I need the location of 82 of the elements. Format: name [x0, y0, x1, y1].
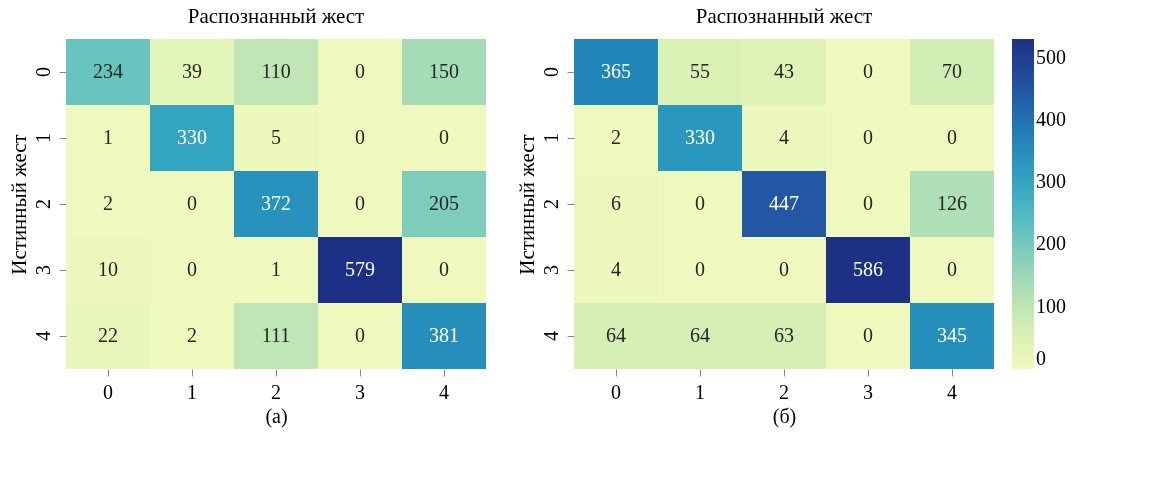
x-tick-label: 0: [103, 380, 113, 403]
y-tick-label: 2: [539, 199, 562, 209]
x-tick-label: 3: [355, 380, 365, 403]
data-label: 111: [261, 324, 291, 346]
y-tick-label: 1: [539, 133, 562, 143]
data-label: 0: [863, 126, 873, 148]
y-tick-label: 4: [539, 331, 562, 341]
data-label: 110: [261, 60, 291, 82]
data-label: 64: [690, 324, 710, 346]
x-tick-label: 2: [271, 380, 281, 403]
x-tick-label: 1: [695, 380, 705, 403]
x-tick-label: 0: [611, 380, 621, 403]
data-label: 0: [695, 258, 705, 280]
data-label: 4: [611, 258, 621, 280]
text: (б): [772, 404, 797, 428]
color-bar-label: 500: [1036, 45, 1066, 68]
data-label: 0: [187, 192, 197, 214]
data-label: 0: [863, 324, 873, 346]
data-label: 372: [261, 192, 291, 214]
data-label: 150: [429, 60, 459, 82]
data-label: 365: [601, 60, 631, 82]
data-label: 70: [942, 60, 962, 82]
y-tick-label: 3: [31, 265, 54, 275]
data-label: 4: [779, 126, 789, 148]
data-label: 586: [853, 258, 883, 280]
data-label: 2: [611, 126, 621, 148]
x-tick-label: 2: [779, 380, 789, 403]
data-label: 43: [774, 60, 794, 82]
data-label: 1: [103, 126, 113, 148]
text: (а): [265, 404, 288, 428]
data-label: 0: [779, 258, 789, 280]
color-bar-label: 400: [1036, 107, 1066, 130]
data-label: 63: [774, 324, 794, 346]
color-bar-label: 300: [1036, 170, 1066, 193]
y-axis-title: Истинный жест: [514, 134, 539, 275]
x-axis-title: Распознанный жест: [695, 4, 873, 28]
color-bar-label: 100: [1036, 294, 1066, 317]
data-label: 0: [439, 126, 449, 148]
data-label: 6: [611, 192, 621, 214]
data-label: 0: [439, 258, 449, 280]
x-tick-label: 4: [439, 380, 449, 403]
data-label: 10: [98, 258, 118, 280]
data-label: 64: [606, 324, 626, 346]
data-label: 39: [182, 60, 202, 82]
y-tick-label: 0: [31, 67, 54, 77]
data-label: 0: [863, 192, 873, 214]
data-label: 447: [769, 192, 799, 214]
data-label: 0: [947, 126, 957, 148]
y-axis-title: Истинный жест: [6, 134, 31, 275]
y-tick-label: 1: [31, 133, 54, 143]
y-tick-label: 3: [539, 265, 562, 275]
data-label: 0: [947, 258, 957, 280]
y-tick-label: 0: [539, 67, 562, 77]
data-label: 0: [355, 126, 365, 148]
data-label: 330: [177, 126, 207, 148]
data-label: 205: [429, 192, 459, 214]
x-tick-label: 4: [947, 380, 957, 403]
data-label: 1: [271, 258, 281, 280]
data-label: 0: [187, 258, 197, 280]
data-label: 0: [355, 60, 365, 82]
data-label: 345: [937, 324, 967, 346]
data-label: 126: [937, 192, 967, 214]
data-label: 330: [685, 126, 715, 148]
data-label: 2: [187, 324, 197, 346]
color-bar-label: 0: [1036, 347, 1046, 369]
x-tick-label: 3: [863, 380, 873, 403]
data-label: 234: [93, 60, 123, 82]
data-label: 381: [429, 324, 459, 346]
y-tick-label: 4: [31, 331, 54, 341]
x-axis-title: Распознанный жест: [187, 4, 365, 28]
data-label: 0: [355, 192, 365, 214]
data-label: 0: [355, 324, 365, 346]
y-tick-label: 2: [31, 199, 54, 209]
data-label: 2: [103, 192, 113, 214]
data-label: 579: [345, 258, 375, 280]
color-bar-label: 200: [1036, 232, 1066, 255]
data-label: 5: [271, 126, 281, 148]
x-tick-label: 1: [187, 380, 197, 403]
data-label: 0: [863, 60, 873, 82]
data-label: 22: [98, 324, 118, 346]
data-label: 0: [695, 192, 705, 214]
data-label: 55: [690, 60, 710, 82]
